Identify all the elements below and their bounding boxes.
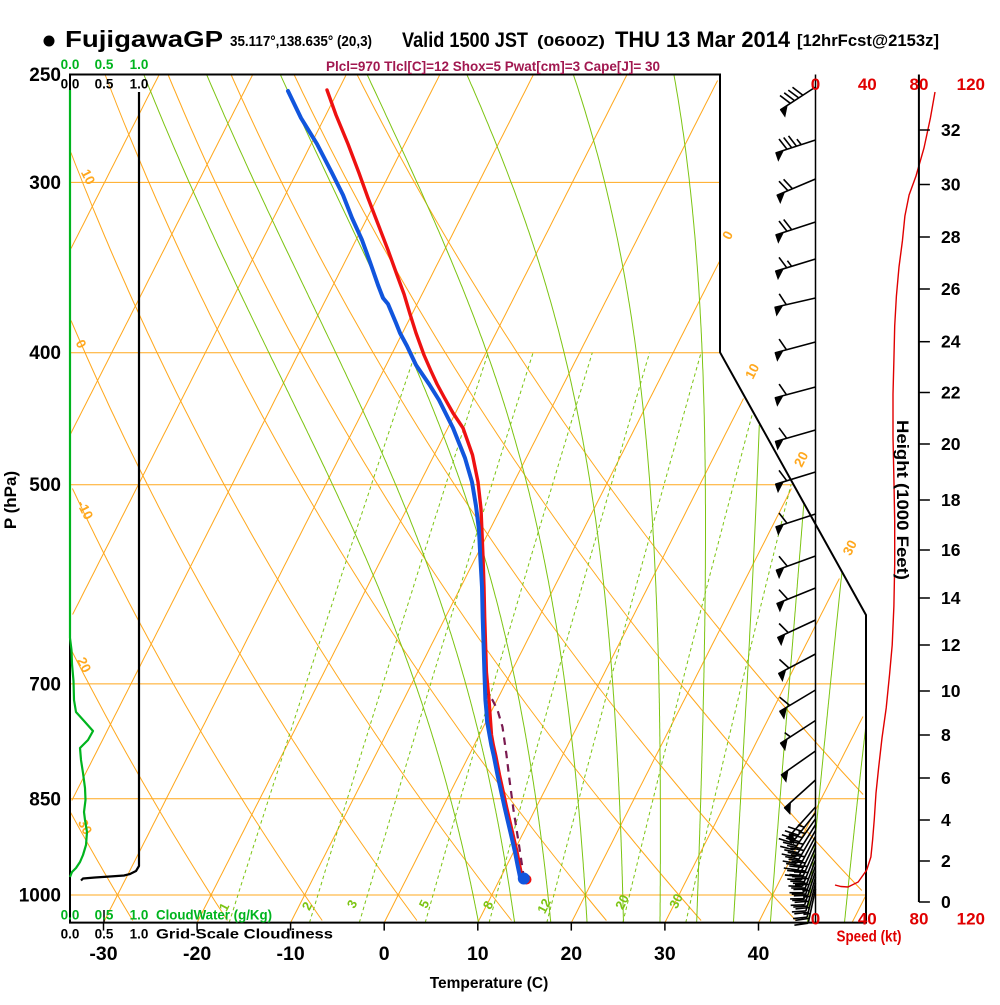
svg-text:(0600Z): (0600Z)	[537, 33, 605, 50]
svg-text:[12hrFcst@2153z]: [12hrFcst@2153z]	[797, 31, 939, 50]
svg-text:500: 500	[29, 475, 61, 496]
svg-text:30: 30	[654, 943, 676, 965]
svg-text:10: 10	[467, 943, 489, 965]
svg-text:40: 40	[748, 943, 770, 965]
svg-text:2: 2	[941, 851, 951, 871]
svg-text:0.5: 0.5	[95, 77, 114, 92]
svg-text:8: 8	[941, 725, 951, 745]
svg-text:Plcl=970 Tlcl[C]=12 Shox=5 Pwa: Plcl=970 Tlcl[C]=12 Shox=5 Pwat[cm]=3 Ca…	[326, 59, 660, 74]
svg-text:26: 26	[941, 279, 961, 299]
svg-text:6: 6	[941, 768, 951, 788]
svg-text:250: 250	[29, 65, 61, 86]
svg-text:0.0: 0.0	[61, 57, 80, 72]
svg-text:400: 400	[29, 343, 61, 364]
svg-text:40: 40	[858, 910, 877, 929]
svg-text:Height (1000 Feet): Height (1000 Feet)	[893, 420, 911, 580]
svg-text:THU 13 Mar 2014: THU 13 Mar 2014	[615, 27, 791, 52]
svg-text:Speed (kt): Speed (kt)	[837, 929, 902, 946]
svg-text:1.0: 1.0	[130, 908, 149, 923]
svg-text:20: 20	[941, 434, 961, 454]
svg-text:40: 40	[858, 75, 877, 94]
svg-text:120: 120	[957, 910, 985, 929]
svg-text:30: 30	[941, 175, 961, 195]
svg-text:1.0: 1.0	[130, 57, 149, 72]
svg-text:P (hPa): P (hPa)	[1, 471, 20, 529]
svg-text:28: 28	[941, 227, 961, 247]
svg-text:1.0: 1.0	[130, 927, 149, 942]
svg-text:-20: -20	[183, 943, 211, 965]
svg-text:120: 120	[957, 75, 985, 94]
svg-text:14: 14	[941, 588, 961, 608]
svg-text:Temperature (C): Temperature (C)	[430, 975, 549, 992]
svg-text:80: 80	[910, 910, 929, 929]
svg-text:18: 18	[941, 490, 961, 510]
svg-text:FujigawaGP: FujigawaGP	[65, 26, 223, 52]
svg-text:0.5: 0.5	[95, 927, 114, 942]
svg-text:0: 0	[941, 892, 951, 912]
svg-text:10: 10	[941, 681, 961, 701]
svg-text:0: 0	[811, 910, 820, 929]
svg-text:CloudWater (g/Kg): CloudWater (g/Kg)	[156, 907, 272, 923]
svg-text:24: 24	[941, 332, 961, 352]
svg-text:300: 300	[29, 173, 61, 194]
svg-text:700: 700	[29, 674, 61, 695]
svg-text:80: 80	[910, 75, 929, 94]
svg-text:16: 16	[941, 540, 961, 560]
svg-text:1.0: 1.0	[130, 77, 149, 92]
svg-text:Grid-Scale Cloudiness: Grid-Scale Cloudiness	[156, 926, 333, 942]
svg-text:0.5: 0.5	[95, 57, 114, 72]
svg-text:22: 22	[941, 383, 961, 403]
svg-text:-10: -10	[277, 943, 305, 965]
svg-text:-30: -30	[89, 943, 117, 965]
svg-text:0: 0	[379, 943, 390, 965]
svg-text:0.0: 0.0	[61, 908, 80, 923]
svg-text:850: 850	[29, 789, 61, 810]
svg-text:32: 32	[941, 120, 961, 140]
svg-text:0.0: 0.0	[61, 927, 80, 942]
svg-text:1000: 1000	[19, 886, 61, 907]
svg-text:Valid 1500 JST: Valid 1500 JST	[402, 29, 528, 52]
svg-text:35.117°,138.635° (20,3): 35.117°,138.635° (20,3)	[230, 34, 372, 50]
svg-text:0.5: 0.5	[95, 908, 114, 923]
svg-text:0: 0	[811, 75, 820, 94]
svg-text:12: 12	[941, 635, 961, 655]
svg-text:20: 20	[560, 943, 582, 965]
svg-text:4: 4	[941, 810, 951, 830]
svg-text:0.0: 0.0	[61, 77, 80, 92]
